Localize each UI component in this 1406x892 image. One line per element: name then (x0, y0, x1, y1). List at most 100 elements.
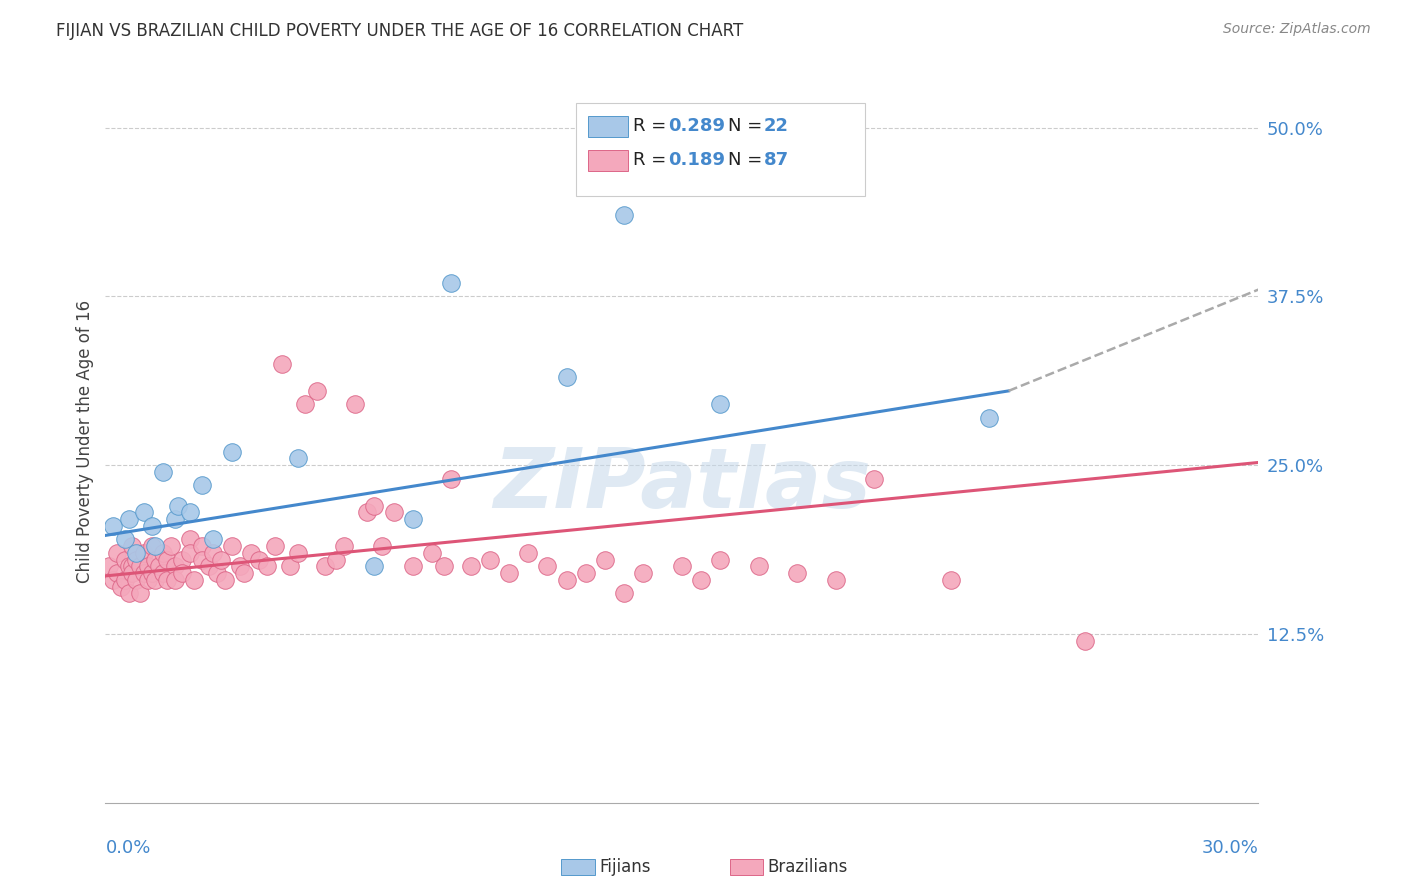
Point (278, 559, 301, 574)
Text: 0.289: 0.289 (668, 117, 725, 135)
Point (125, 552, 148, 566)
Point (221, 444, 243, 458)
Point (101, 519, 124, 533)
Point (256, 559, 278, 574)
Point (125, 573, 148, 587)
Point (172, 552, 194, 566)
Point (156, 552, 179, 566)
Point (939, 573, 962, 587)
Point (363, 499, 385, 513)
Point (671, 559, 693, 574)
Point (247, 552, 270, 566)
Point (555, 370, 578, 384)
Point (824, 573, 846, 587)
Text: 0.0%: 0.0% (105, 838, 150, 857)
Point (402, 512, 425, 526)
Point (179, 505, 201, 519)
Point (141, 519, 163, 533)
Point (159, 539, 181, 553)
Text: 22: 22 (763, 117, 789, 135)
Y-axis label: Child Poverty Under the Age of 16: Child Poverty Under the Age of 16 (76, 300, 94, 583)
Point (709, 552, 731, 566)
Point (117, 512, 139, 526)
Point (633, 566, 655, 581)
Point (172, 566, 194, 581)
Point (498, 566, 520, 581)
Point (136, 573, 159, 587)
Point (121, 566, 143, 581)
Point (179, 533, 201, 547)
Point (152, 465, 174, 479)
Point (593, 552, 616, 566)
Point (786, 566, 808, 581)
Text: Source: ZipAtlas.com: Source: ZipAtlas.com (1223, 22, 1371, 37)
Point (613, 208, 636, 222)
Point (167, 499, 190, 513)
Point (136, 559, 159, 574)
Point (132, 566, 155, 581)
Point (198, 559, 221, 574)
Text: R =: R = (633, 151, 672, 169)
Point (690, 573, 713, 587)
Point (209, 552, 232, 566)
Point (101, 573, 124, 587)
Point (190, 478, 212, 492)
Point (332, 539, 354, 553)
Point (152, 566, 174, 581)
Point (129, 559, 152, 574)
Point (163, 573, 186, 587)
Text: N =: N = (728, 151, 768, 169)
Point (114, 573, 136, 587)
Point (114, 552, 136, 566)
Point (205, 566, 228, 581)
Point (145, 539, 167, 553)
Point (132, 546, 155, 560)
Point (240, 546, 263, 560)
Point (363, 559, 385, 574)
Text: 0.189: 0.189 (668, 151, 725, 169)
Point (440, 276, 463, 290)
Point (121, 559, 143, 574)
Point (132, 505, 155, 519)
Point (382, 505, 405, 519)
Point (402, 559, 425, 574)
Point (221, 539, 243, 553)
Point (344, 397, 367, 411)
Point (110, 580, 132, 594)
Point (190, 552, 212, 566)
Point (517, 546, 540, 560)
Text: N =: N = (728, 117, 768, 135)
Point (232, 566, 254, 581)
Point (202, 546, 225, 560)
Point (979, 411, 1001, 425)
Point (460, 559, 482, 574)
Point (141, 566, 163, 581)
Point (163, 512, 186, 526)
Point (145, 552, 167, 566)
Point (536, 559, 558, 574)
Text: 87: 87 (763, 151, 789, 169)
Point (433, 559, 456, 574)
Point (440, 472, 463, 486)
Point (575, 566, 598, 581)
Point (748, 559, 770, 574)
Text: FIJIAN VS BRAZILIAN CHILD POVERTY UNDER THE AGE OF 16 CORRELATION CHART: FIJIAN VS BRAZILIAN CHILD POVERTY UNDER … (56, 22, 744, 40)
Point (613, 586, 636, 600)
Point (287, 546, 309, 560)
Point (179, 546, 201, 560)
Point (190, 539, 212, 553)
Point (152, 546, 174, 560)
Point (371, 539, 394, 553)
Point (141, 539, 163, 553)
Point (709, 397, 731, 411)
Point (156, 573, 179, 587)
Text: Fijians: Fijians (599, 858, 651, 876)
Point (356, 505, 378, 519)
Point (148, 559, 170, 574)
Point (294, 397, 316, 411)
Point (271, 357, 294, 371)
Point (121, 539, 143, 553)
Text: Brazilians: Brazilians (768, 858, 848, 876)
Point (105, 566, 128, 581)
Point (117, 559, 139, 574)
